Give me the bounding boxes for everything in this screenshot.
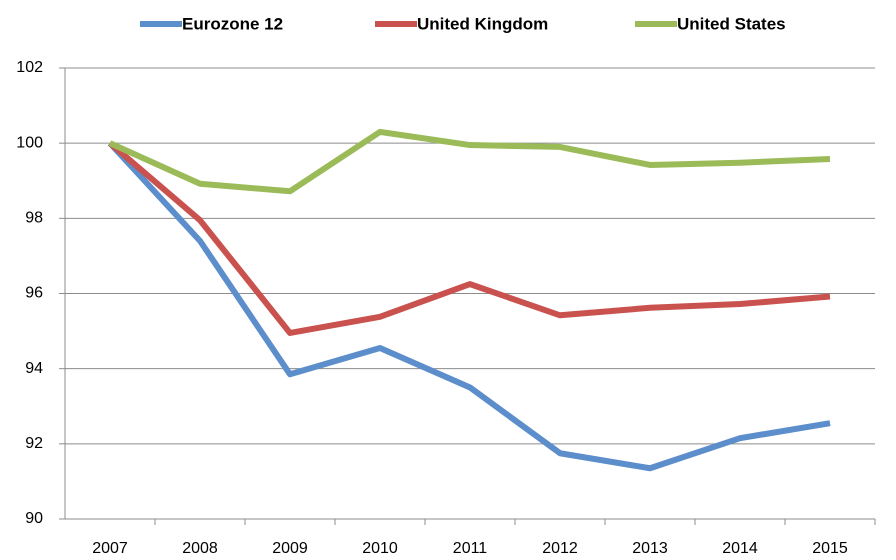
series-line <box>107 141 831 472</box>
x-tick-label: 2013 <box>632 540 668 557</box>
x-tick-label: 2010 <box>362 540 398 557</box>
x-tick-label: 2014 <box>722 540 758 557</box>
series-line <box>108 140 831 336</box>
y-tick-label: 90 <box>25 510 43 527</box>
legend-label: United Kingdom <box>417 14 548 33</box>
legend-label: Eurozone 12 <box>182 14 283 33</box>
series-line <box>108 128 831 195</box>
y-tick-label: 102 <box>16 59 43 76</box>
y-tick-label: 98 <box>25 210 43 227</box>
x-tick-label: 2015 <box>812 540 848 557</box>
y-tick-label: 100 <box>16 134 43 151</box>
x-tick-label: 2008 <box>182 540 218 557</box>
y-tick-label: 94 <box>25 360 43 377</box>
x-tick-label: 2009 <box>272 540 308 557</box>
y-tick-label: 92 <box>25 435 43 452</box>
x-tick-label: 2007 <box>92 540 128 557</box>
legend-label: United States <box>677 14 786 33</box>
y-tick-label: 96 <box>25 285 43 302</box>
x-tick-label: 2011 <box>453 540 488 557</box>
x-tick-label: 2012 <box>542 540 578 557</box>
